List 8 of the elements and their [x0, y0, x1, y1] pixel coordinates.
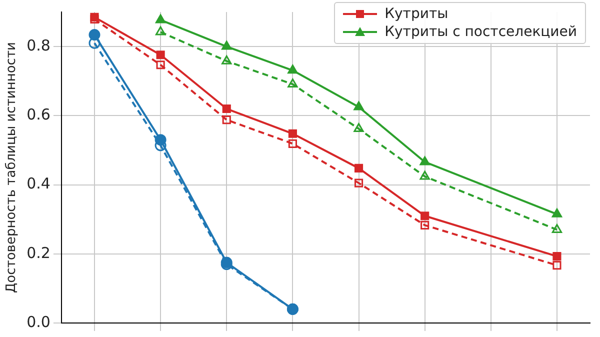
- y-axis-title: Достоверность таблицы истинности: [4, 42, 20, 293]
- y-tick-label: 0.0: [26, 312, 50, 331]
- y-tick-label: 0.8: [26, 36, 50, 54]
- legend-label: Кутриты с постселекцией: [384, 23, 577, 41]
- y-tick-label: 0.6: [26, 106, 50, 124]
- y-tick-label: 0.4: [26, 174, 50, 193]
- legend-label: Кутриты: [384, 5, 448, 23]
- y-tick-label: 0.2: [26, 244, 50, 262]
